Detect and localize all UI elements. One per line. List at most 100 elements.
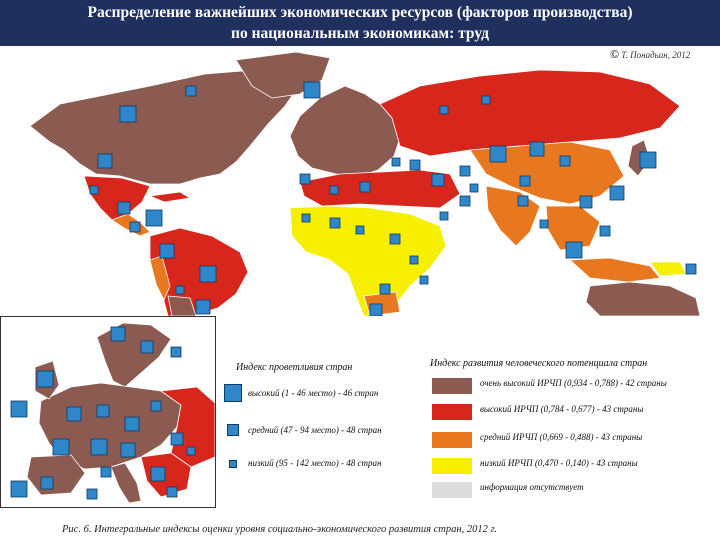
world-marker-17: [431, 173, 445, 187]
world-marker-40: [519, 175, 531, 187]
inset-labor-index-markers: [10, 326, 196, 500]
world-marker-42: [439, 105, 449, 115]
inset-marker-14: [150, 466, 166, 482]
world-marker-13: [329, 185, 339, 195]
world-marker-41: [481, 95, 491, 105]
world-marker-37: [459, 195, 471, 207]
world-marker-19: [489, 145, 507, 163]
inset-scandinavia: [96, 322, 172, 388]
copyright-note: © Т. Понадьин, 2012: [610, 47, 690, 62]
inset-marker-18: [86, 488, 98, 500]
region-north-america: [29, 67, 301, 185]
world-marker-6: [145, 209, 163, 227]
world-marker-32: [389, 233, 401, 245]
hdi-legend-very-high-label: очень высокий ИРЧП (0,934 - 0,788) - 42 …: [480, 378, 667, 388]
hdi-legend-low-label: низкий ИРЧП (0,470 - 0,140) - 43 страны: [480, 458, 638, 468]
world-marker-3: [97, 153, 113, 169]
region-north-africa: [299, 169, 461, 209]
map-title-line-2: по национальным экономикам: труд: [231, 25, 489, 42]
region-australia: [585, 281, 701, 316]
world-marker-10: [195, 299, 211, 315]
world-marker-28: [599, 225, 611, 237]
no-data-swatch: [432, 482, 472, 498]
copyright-author: Т. Понадьин, 2012: [621, 50, 691, 60]
map-title-line-1: Распределение важнейших экономических ре…: [87, 4, 633, 21]
hdi-legend-medium: средний ИРЧП (0,669 - 0,488) - 43 страны: [430, 432, 715, 462]
europe-inset-map: [0, 316, 216, 508]
world-marker-26: [539, 219, 549, 229]
inset-marker-7: [124, 416, 140, 432]
inset-marker-4: [66, 406, 82, 422]
low-swatch: [432, 458, 472, 474]
world-marker-0: [119, 105, 137, 123]
labor-index-legend-medium-label: средний (47 - 94 место) - 48 стран: [248, 425, 382, 435]
very-high-swatch: [432, 378, 472, 394]
world-marker-8: [159, 243, 175, 259]
world-marker-11: [175, 285, 185, 295]
region-mexico: [83, 175, 151, 221]
world-marker-9: [199, 265, 217, 283]
world-marker-38: [439, 211, 449, 221]
world-map: [29, 51, 701, 316]
world-marker-30: [329, 217, 341, 229]
hdi-legend-low: низкий ИРЧП (0,470 - 0,140) - 43 страны: [430, 458, 715, 488]
small-square-icon: [229, 460, 237, 468]
world-marker-34: [379, 283, 391, 295]
hdi-legend-high: высокий ИРЧП (0,784 - 0,677) - 43 страны: [430, 404, 715, 434]
labor-index-markers: [89, 81, 697, 316]
world-marker-7: [129, 221, 141, 233]
world-marker-2: [185, 85, 197, 97]
hdi-legend-high-label: высокий ИРЧП (0,784 - 0,677) - 43 страны: [480, 404, 644, 414]
labor-index-legend-low-label: низкий (95 - 142 место) - 48 стран: [248, 458, 382, 468]
inset-marker-3: [36, 370, 54, 388]
inset-italy: [110, 462, 142, 504]
world-marker-5: [117, 201, 131, 215]
inset-marker-8: [150, 400, 162, 412]
world-marker-31: [355, 225, 365, 235]
world-marker-44: [685, 263, 697, 275]
inset-marker-12: [120, 442, 136, 458]
region-caribbean: [148, 191, 192, 203]
region-europe: [289, 85, 401, 177]
inset-marker-1: [140, 340, 154, 354]
world-marker-24: [579, 195, 593, 209]
inset-marker-15: [166, 486, 178, 498]
inset-marker-13: [100, 466, 112, 478]
world-marker-23: [609, 185, 625, 201]
inset-marker-17: [10, 480, 28, 498]
inset-marker-16: [40, 476, 54, 490]
hdi-legend-no-data-label: информация отсутствует: [480, 482, 584, 492]
medium-square-icon: [227, 424, 239, 436]
inset-marker-0: [110, 326, 126, 342]
hdi-legend-medium-label: средний ИРЧП (0,669 - 0,488) - 43 страны: [480, 432, 643, 442]
map-title: Распределение важнейших экономических ре…: [0, 0, 720, 46]
europe-inset-svg: [10, 322, 215, 504]
labor-index-legend-high-label: высокий (1 - 46 место) - 46 стран: [248, 388, 379, 398]
figure-caption: Рис. 6. Интегральные индексы оценки уров…: [62, 524, 498, 535]
inset-balkans: [140, 452, 192, 498]
medium-swatch: [432, 432, 472, 448]
inset-marker-2: [170, 346, 182, 358]
world-marker-33: [409, 255, 419, 265]
inset-marker-19: [186, 446, 196, 456]
labor-index-legend-title: Индекс проветливия стран: [236, 362, 353, 373]
copyright-icon: ©: [610, 47, 619, 61]
world-marker-27: [565, 241, 583, 259]
inset-marker-6: [10, 400, 28, 418]
world-marker-1: [303, 81, 321, 99]
world-marker-20: [529, 141, 545, 157]
region-south-america-south: [167, 295, 197, 316]
world-marker-14: [359, 181, 371, 193]
world-marker-35: [369, 303, 383, 316]
inset-marker-9: [170, 432, 184, 446]
world-marker-39: [469, 183, 479, 193]
world-marker-18: [459, 165, 471, 177]
hdi-legend-very-high: очень высокий ИРЧП (0,934 - 0,788) - 42 …: [430, 378, 715, 408]
world-marker-4: [89, 185, 99, 195]
inset-marker-5: [96, 404, 110, 418]
region-indonesia: [569, 257, 661, 283]
world-marker-15: [391, 157, 401, 167]
hdi-legend-no-data: информация отсутствует: [430, 482, 715, 512]
world-marker-36: [419, 275, 429, 285]
world-marker-22: [639, 151, 657, 169]
